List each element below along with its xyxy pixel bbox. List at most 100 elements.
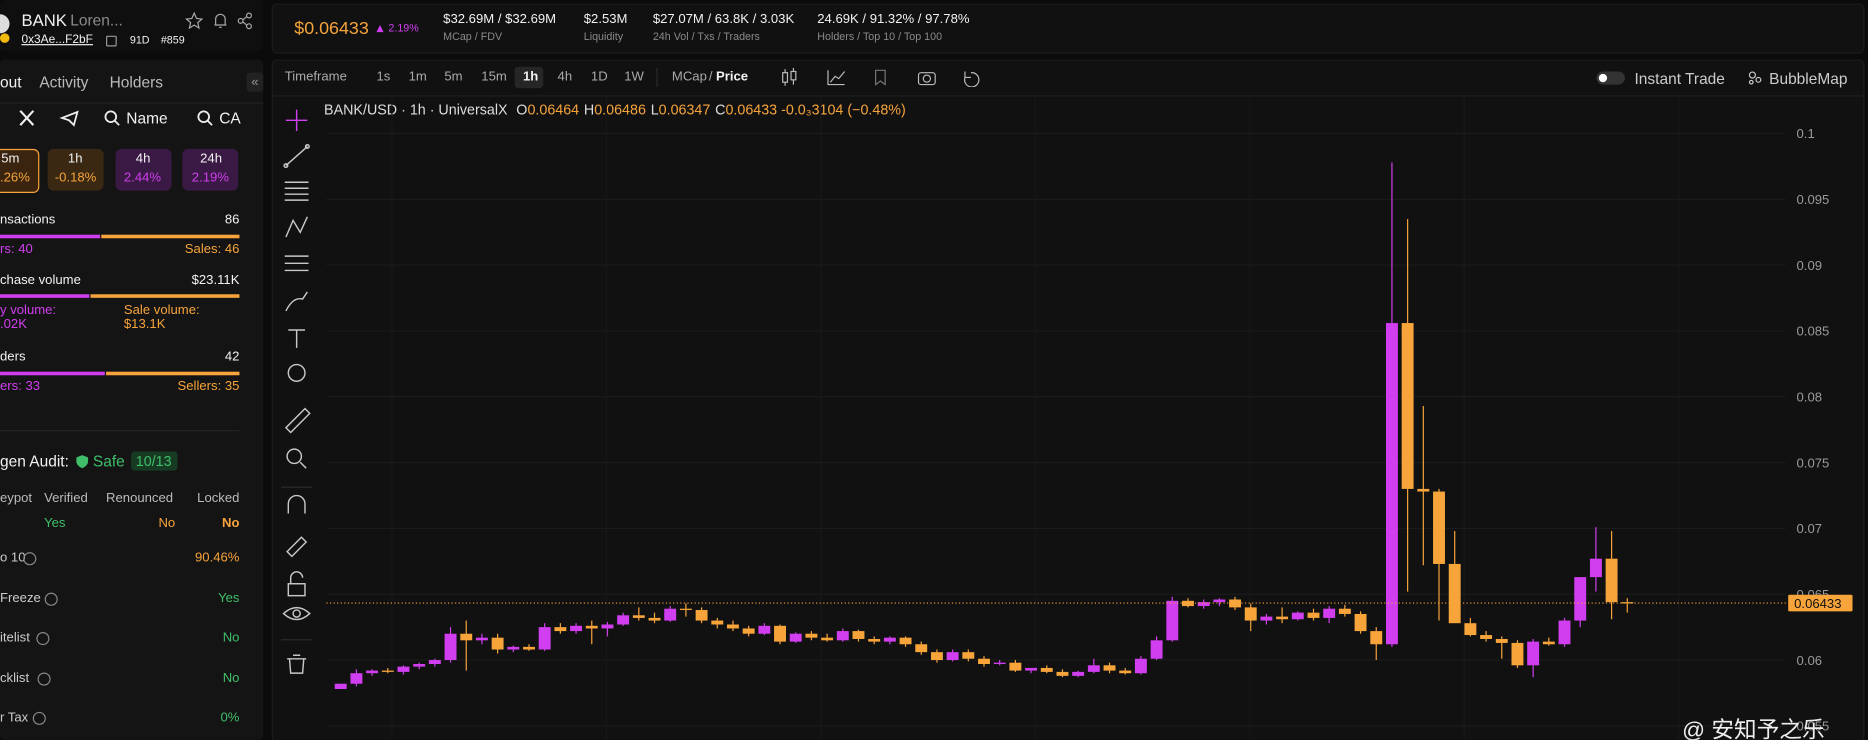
candle-body — [601, 624, 614, 629]
token-address[interactable]: 0x3Ae...F2bF — [21, 33, 93, 47]
ohlc-value: 0.06347 — [658, 101, 711, 118]
candle-body — [805, 633, 818, 638]
mcap-toggle[interactable]: MCap — [671, 69, 707, 84]
interval[interactable]: 5m — [444, 69, 463, 84]
candle-body — [1574, 577, 1587, 621]
buys: rs: 40 — [0, 242, 33, 257]
buy-bar — [0, 294, 90, 298]
copy-icon[interactable] — [106, 35, 117, 47]
toolbar-icons[interactable] — [778, 67, 992, 87]
share-icon[interactable] — [237, 12, 252, 30]
candle-body — [1495, 638, 1508, 643]
candle-body — [397, 666, 410, 672]
toggle-knob[interactable] — [1598, 73, 1608, 83]
candle-body — [1338, 608, 1351, 614]
instant-trade[interactable]: Instant Trade — [1634, 69, 1725, 88]
score-badge — [131, 451, 178, 471]
drawing-tools[interactable] — [276, 96, 317, 739]
candle-body — [1464, 623, 1477, 636]
active-interval-bg — [514, 66, 544, 89]
interval[interactable]: 1m — [408, 69, 427, 84]
candle-body — [1291, 612, 1304, 620]
period-label[interactable]: 1h — [67, 151, 83, 167]
candle-body — [930, 652, 943, 661]
chart-change: -0.0₃3104 (−0.48%) — [781, 101, 906, 118]
stat-label: MCap / FDV — [443, 30, 503, 43]
stat-label: Liquidity — [583, 30, 624, 43]
price-toggle[interactable]: Price — [715, 69, 749, 84]
x-icon[interactable] — [19, 110, 35, 126]
candle-body — [899, 637, 912, 645]
period-label[interactable]: 4h — [135, 151, 151, 167]
candle-body — [1307, 612, 1320, 618]
candle-body — [1197, 602, 1210, 607]
interval[interactable]: 1D — [590, 69, 608, 84]
sell-volume-label: Sale volume: — [123, 303, 200, 318]
last-price-label: 0.06433 — [1794, 596, 1841, 611]
token-icon — [0, 14, 10, 34]
chart-title: BANK/USD · 1h · UniversalX — [324, 101, 508, 118]
chart-panel: Timeframe 1s 1m 5m 15m 1h 4h 1D 1W MCap … — [271, 59, 1865, 740]
telegram-icon[interactable] — [59, 110, 79, 127]
search-icon[interactable] — [195, 108, 214, 127]
audit-row-value: 0% — [220, 710, 240, 725]
audit-value: No — [221, 516, 240, 531]
audit-row-label: Freeze — [0, 591, 41, 606]
buy-bar — [0, 371, 105, 376]
y-tick-label: 0.1 — [1797, 126, 1815, 141]
bell-icon[interactable] — [214, 13, 227, 28]
period-change[interactable]: .26% — [0, 170, 30, 186]
candle-body — [1433, 491, 1445, 564]
audit-row-value: No — [222, 630, 240, 646]
token-actions[interactable] — [185, 11, 256, 30]
period-label[interactable]: 24h — [200, 151, 223, 167]
candle-body — [632, 615, 645, 618]
period-box[interactable] — [115, 148, 172, 191]
slash: / — [708, 69, 713, 84]
up-arrow — [376, 25, 384, 33]
bubblemap[interactable]: BubbleMap — [1769, 69, 1848, 88]
period-box[interactable] — [182, 148, 239, 191]
interval[interactable]: 1W — [624, 69, 644, 84]
interval[interactable]: 15m — [481, 69, 507, 84]
buy-volume-label: y volume: — [0, 303, 57, 318]
period-change[interactable]: 2.19% — [191, 170, 229, 186]
candle-body — [1166, 600, 1179, 641]
timeframe-label: Timeframe — [284, 69, 347, 84]
interval[interactable]: 4h — [557, 69, 573, 84]
period-label[interactable]: 5m — [1, 151, 20, 167]
y-tick-label: 0.09 — [1797, 258, 1822, 273]
search-icon[interactable] — [104, 110, 118, 124]
ohlc-label: L — [650, 101, 659, 118]
candle-body — [491, 637, 504, 650]
candle-body — [350, 673, 363, 684]
tab[interactable]: Holders — [109, 73, 163, 92]
bubble-icon[interactable] — [1748, 70, 1762, 85]
divider — [656, 67, 658, 87]
candle-body — [648, 617, 661, 621]
period-box[interactable] — [0, 148, 40, 193]
sell-bar — [106, 371, 240, 376]
candle-body — [711, 620, 724, 625]
collapse-button[interactable]: « — [246, 72, 264, 92]
chart-legend: BANK/USD · 1h · UniversalX O0.06464 H0.06… — [324, 102, 906, 116]
interval[interactable]: 1s — [376, 69, 391, 84]
social-icons[interactable] — [19, 108, 162, 127]
candle-body — [1009, 662, 1022, 671]
tab[interactable]: Activity — [39, 73, 89, 92]
candle-body — [1260, 616, 1273, 621]
interval[interactable]: 1h — [522, 69, 539, 84]
search-name[interactable]: Name — [126, 109, 168, 127]
volume-total: $23.11K — [191, 273, 240, 288]
period-box[interactable] — [47, 148, 104, 191]
shield-icon — [76, 455, 89, 469]
candle-body — [821, 637, 834, 641]
y-tick-label: 0.055 — [1797, 719, 1830, 734]
token-name: Loren... — [70, 11, 123, 30]
search-ca[interactable]: CA — [219, 109, 241, 127]
period-change[interactable]: -0.18% — [54, 170, 97, 186]
tab[interactable]: out — [0, 73, 22, 92]
star-icon[interactable] — [185, 11, 204, 30]
period-change[interactable]: 2.44% — [123, 170, 162, 186]
